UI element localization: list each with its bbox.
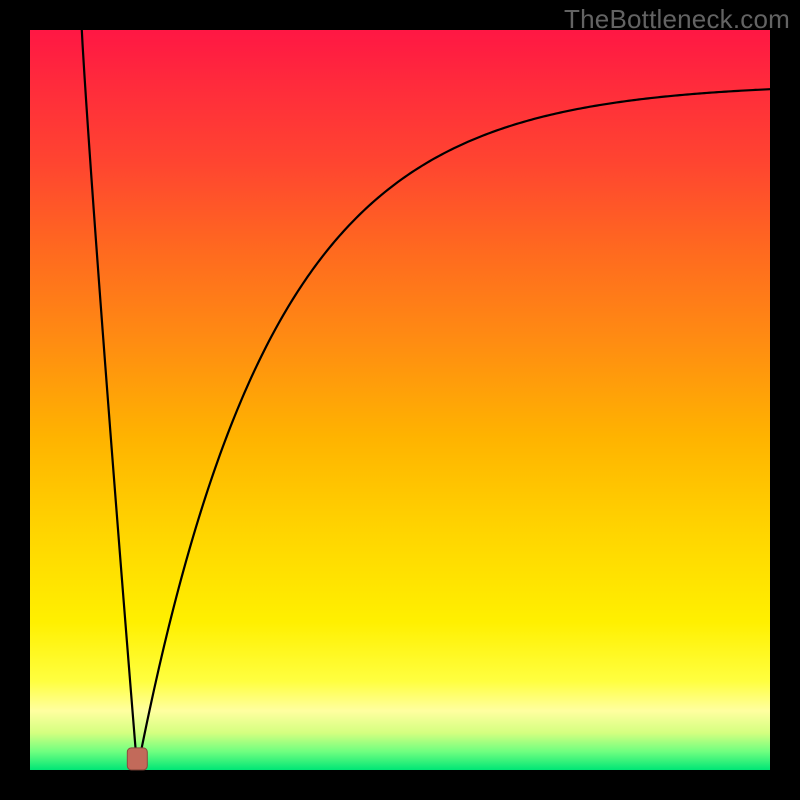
optimal-point-marker (127, 748, 147, 770)
watermark-text: TheBottleneck.com (564, 4, 790, 35)
chart-container: TheBottleneck.com (0, 0, 800, 800)
bottleneck-chart (0, 0, 800, 800)
